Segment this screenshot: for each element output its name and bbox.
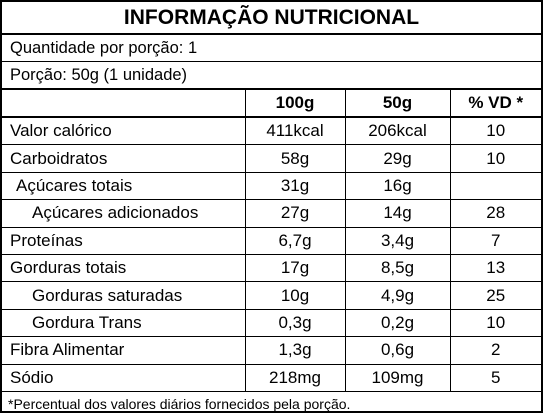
nutrient-value: 8,5g xyxy=(344,254,450,283)
header-cell xyxy=(2,90,245,118)
nutrient-value: 206kcal xyxy=(344,117,450,146)
nutrient-value: 58g xyxy=(244,144,345,173)
nutrient-value: 28 xyxy=(449,199,541,228)
nutrient-value: 0,2g xyxy=(344,309,450,338)
nutrient-value: 7 xyxy=(449,227,541,255)
header-row: 100g 50g% VD * xyxy=(2,90,541,118)
serving-portion: Porção: 50g (1 unidade) xyxy=(2,62,541,90)
nutrient-value: 1,3g xyxy=(244,336,345,365)
nutrient-value: 0,6g xyxy=(344,336,450,365)
nutrient-value: 25 xyxy=(449,281,541,310)
nutrient-name: Fibra Alimentar xyxy=(2,336,245,365)
nutrient-row: Sódio 218mg 109mg 5 xyxy=(2,364,541,392)
nutrient-row: Proteínas 6,7g 3,4g 7 xyxy=(2,227,541,255)
nutrient-value: 14g xyxy=(344,199,450,228)
title: INFORMAÇÃO NUTRICIONAL xyxy=(2,2,541,35)
serving-quantity: Quantidade por porção: 1 xyxy=(2,35,541,62)
nutrient-name: Gorduras totais xyxy=(2,254,245,283)
nutrient-value: 13 xyxy=(449,254,541,283)
nutrient-value: 3,4g xyxy=(344,227,450,255)
nutrient-value: 31g xyxy=(244,172,345,201)
nutrient-name: Carboidratos xyxy=(2,144,245,173)
nutrient-value: 16g xyxy=(344,172,450,201)
column-header: 100g xyxy=(244,90,345,118)
nutrient-value: 411kcal xyxy=(244,117,345,146)
nutrient-row: Gordura Trans 0,3g 0,2g 10 xyxy=(2,309,541,338)
column-header: 50g xyxy=(344,90,450,118)
nutrient-row: Açúcares adicionados 27g 14g 28 xyxy=(2,199,541,228)
column-header: % VD * xyxy=(449,90,541,118)
nutrient-name: Açúcares totais xyxy=(2,172,245,201)
nutrient-row: Carboidratos 58g 29g 10 xyxy=(2,144,541,173)
nutrient-value: 218mg xyxy=(244,364,345,392)
nutrient-name: Açúcares adicionados xyxy=(2,199,245,228)
nutrient-value: 10 xyxy=(449,144,541,173)
nutrient-row: Fibra Alimentar 1,3g 0,6g 2 xyxy=(2,336,541,365)
nutrient-value: 0,3g xyxy=(244,309,345,338)
nutrient-value: 10 xyxy=(449,309,541,338)
nutrient-name: Gorduras saturadas xyxy=(2,281,245,310)
nutrient-value: 10 xyxy=(449,117,541,146)
nutrient-row: Gorduras totais 17g 8,5g 13 xyxy=(2,254,541,283)
nutrient-row: Gorduras saturadas 10g 4,9g 25 xyxy=(2,281,541,310)
nutrient-value: 5 xyxy=(449,364,541,392)
nutrient-row: Valor calórico 411kcal 206kcal 10 xyxy=(2,117,541,146)
nutrient-value: 27g xyxy=(244,199,345,228)
nutrient-name: Sódio xyxy=(2,364,245,392)
nutrient-name: Proteínas xyxy=(2,227,245,255)
nutrient-row: Açúcares totais 31g 16g xyxy=(2,172,541,201)
nutrient-value: 6,7g xyxy=(244,227,345,255)
empty-cell xyxy=(449,172,541,201)
nutrient-value: 17g xyxy=(244,254,345,283)
nutrition-table: 100g 50g% VD * Valor calórico 411kcal 206kca… xyxy=(2,90,541,392)
nutrient-value: 29g xyxy=(344,144,450,173)
footnote: *Percentual dos valores diários fornecid… xyxy=(8,395,351,412)
nutrient-name: Gordura Trans xyxy=(2,309,245,338)
nutrient-value: 10g xyxy=(244,281,345,310)
nutrient-value: 109mg xyxy=(344,364,450,392)
nutrient-value: 4,9g xyxy=(344,281,450,310)
nutrient-name: Valor calórico xyxy=(2,117,245,146)
nutrient-value: 2 xyxy=(449,336,541,365)
